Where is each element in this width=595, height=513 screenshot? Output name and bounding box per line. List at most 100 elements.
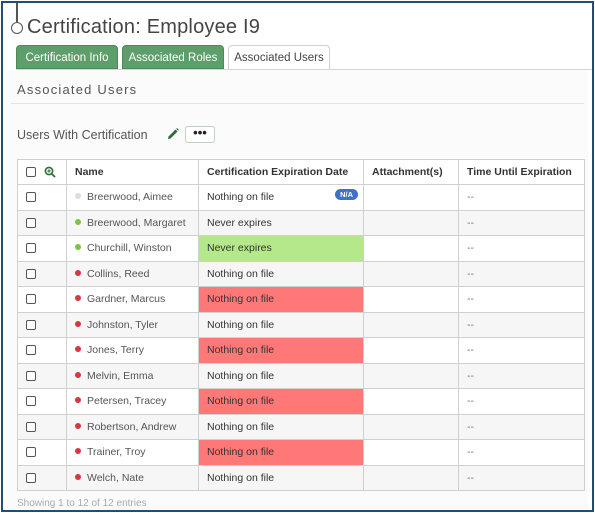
table-row[interactable]: Collins, Reed Nothing on file --: [17, 260, 585, 287]
user-name-cell[interactable]: Trainer, Troy: [66, 439, 199, 466]
time-until-expiration-cell: --: [458, 413, 585, 440]
user-name[interactable]: Breerwood, Aimee: [87, 191, 173, 204]
expiration-cell: Nothing on file: [198, 439, 364, 466]
table-row[interactable]: Churchill, Winston Never expires --: [17, 235, 585, 262]
user-name[interactable]: Petersen, Tracey: [87, 395, 167, 408]
time-until-expiration-cell: --: [458, 235, 585, 262]
row-checkbox[interactable]: [26, 447, 36, 458]
column-header-expiration[interactable]: Certification Expiration Date: [198, 159, 364, 185]
time-until-expiration-cell: --: [458, 388, 585, 415]
user-name[interactable]: Jones, Terry: [87, 344, 144, 357]
time-until-expiration-cell: --: [458, 311, 585, 338]
row-select-cell: [17, 439, 67, 466]
expiration-value: Nothing on file: [207, 344, 275, 357]
column-header-name[interactable]: Name: [66, 159, 199, 185]
user-name-cell[interactable]: Jones, Terry: [66, 337, 199, 364]
user-name-cell[interactable]: Johnston, Tyler: [66, 311, 199, 338]
more-options-button[interactable]: •••: [185, 126, 215, 143]
row-select-cell: [17, 337, 67, 364]
table-row[interactable]: Melvin, Emma Nothing on file --: [17, 362, 585, 389]
attachment-cell: [363, 209, 459, 236]
table-row[interactable]: Breerwood, Aimee Nothing on file N/A --: [17, 184, 585, 211]
status-dot-icon: [75, 269, 81, 276]
attachment-cell: [363, 413, 459, 440]
subsection-title: Users With Certification: [17, 128, 148, 142]
row-select-cell: [17, 311, 67, 338]
row-select-cell: [17, 388, 67, 415]
status-dot-icon: [75, 422, 81, 429]
expiration-cell: Nothing on file: [198, 388, 364, 415]
status-dot-icon: [75, 448, 81, 455]
attachment-cell: [363, 184, 459, 211]
row-checkbox[interactable]: [26, 396, 36, 407]
table-info: Showing 1 to 12 of 12 entries: [17, 498, 147, 509]
expiration-value: Nothing on file: [207, 267, 275, 280]
row-select-cell: [17, 260, 67, 287]
row-checkbox[interactable]: [26, 345, 36, 356]
row-checkbox[interactable]: [26, 217, 36, 228]
table-row[interactable]: Welch, Nate Nothing on file --: [17, 464, 585, 491]
user-name[interactable]: Robertson, Andrew: [87, 420, 177, 433]
attachment-cell: [363, 337, 459, 364]
user-name-cell[interactable]: Breerwood, Aimee: [66, 184, 199, 211]
attachment-cell: [363, 311, 459, 338]
table-header-row: Name Certification Expiration Date Attac…: [17, 159, 585, 185]
user-name-cell[interactable]: Collins, Reed: [66, 260, 199, 287]
expiration-cell: Nothing on file: [198, 337, 364, 364]
table-row[interactable]: Gardner, Marcus Nothing on file --: [17, 286, 585, 313]
select-all-checkbox[interactable]: [26, 167, 36, 178]
select-all-cell: [17, 159, 67, 185]
user-name-cell[interactable]: Robertson, Andrew: [66, 413, 199, 440]
tab-associated-users[interactable]: Associated Users: [228, 45, 330, 70]
expiration-cell: Never expires: [198, 209, 364, 236]
user-name[interactable]: Trainer, Troy: [87, 446, 146, 459]
row-checkbox[interactable]: [26, 319, 36, 330]
table-row[interactable]: Robertson, Andrew Nothing on file --: [17, 413, 585, 440]
row-checkbox[interactable]: [26, 421, 36, 432]
user-name-cell[interactable]: Welch, Nate: [66, 464, 199, 491]
tab-certification-info[interactable]: Certification Info: [16, 45, 118, 69]
timeline-node-icon: [11, 22, 23, 34]
row-checkbox[interactable]: [26, 294, 36, 305]
time-until-expiration-cell: --: [458, 337, 585, 364]
user-name[interactable]: Johnston, Tyler: [87, 318, 159, 331]
user-name[interactable]: Collins, Reed: [87, 267, 150, 280]
time-until-expiration-cell: --: [458, 362, 585, 389]
user-name-cell[interactable]: Petersen, Tracey: [66, 388, 199, 415]
attachment-cell: [363, 362, 459, 389]
tab-associated-roles[interactable]: Associated Roles: [122, 45, 224, 69]
expiration-value: Nothing on file: [207, 395, 275, 408]
row-checkbox[interactable]: [26, 472, 36, 483]
table-row[interactable]: Johnston, Tyler Nothing on file --: [17, 311, 585, 338]
attachment-cell: [363, 388, 459, 415]
attachment-cell: [363, 286, 459, 313]
user-name[interactable]: Melvin, Emma: [87, 369, 154, 382]
status-dot-icon: [75, 295, 81, 302]
table-row[interactable]: Petersen, Tracey Nothing on file --: [17, 388, 585, 415]
section-title: Associated Users: [17, 82, 138, 97]
user-name[interactable]: Churchill, Winston: [87, 242, 172, 255]
row-checkbox[interactable]: [26, 370, 36, 381]
table-row[interactable]: Trainer, Troy Nothing on file --: [17, 439, 585, 466]
user-name[interactable]: Breerwood, Margaret: [87, 216, 186, 229]
row-select-cell: [17, 209, 67, 236]
column-header-time-until-expiration[interactable]: Time Until Expiration: [458, 159, 585, 185]
user-name[interactable]: Welch, Nate: [87, 471, 144, 484]
user-name-cell[interactable]: Churchill, Winston: [66, 235, 199, 262]
user-name-cell[interactable]: Gardner, Marcus: [66, 286, 199, 313]
zoom-in-icon[interactable]: [44, 166, 56, 178]
row-checkbox[interactable]: [26, 192, 36, 203]
pencil-icon[interactable]: [166, 127, 180, 141]
user-name-cell[interactable]: Melvin, Emma: [66, 362, 199, 389]
user-name-cell[interactable]: Breerwood, Margaret: [66, 209, 199, 236]
expiration-value: Nothing on file: [207, 446, 275, 459]
row-checkbox[interactable]: [26, 243, 36, 254]
time-until-expiration-cell: --: [458, 439, 585, 466]
status-dot-icon: [75, 244, 81, 251]
table-row[interactable]: Jones, Terry Nothing on file --: [17, 337, 585, 364]
row-checkbox[interactable]: [26, 268, 36, 279]
user-name[interactable]: Gardner, Marcus: [87, 293, 166, 306]
attachment-cell: [363, 260, 459, 287]
column-header-attachments[interactable]: Attachment(s): [363, 159, 459, 185]
table-row[interactable]: Breerwood, Margaret Never expires --: [17, 209, 585, 236]
